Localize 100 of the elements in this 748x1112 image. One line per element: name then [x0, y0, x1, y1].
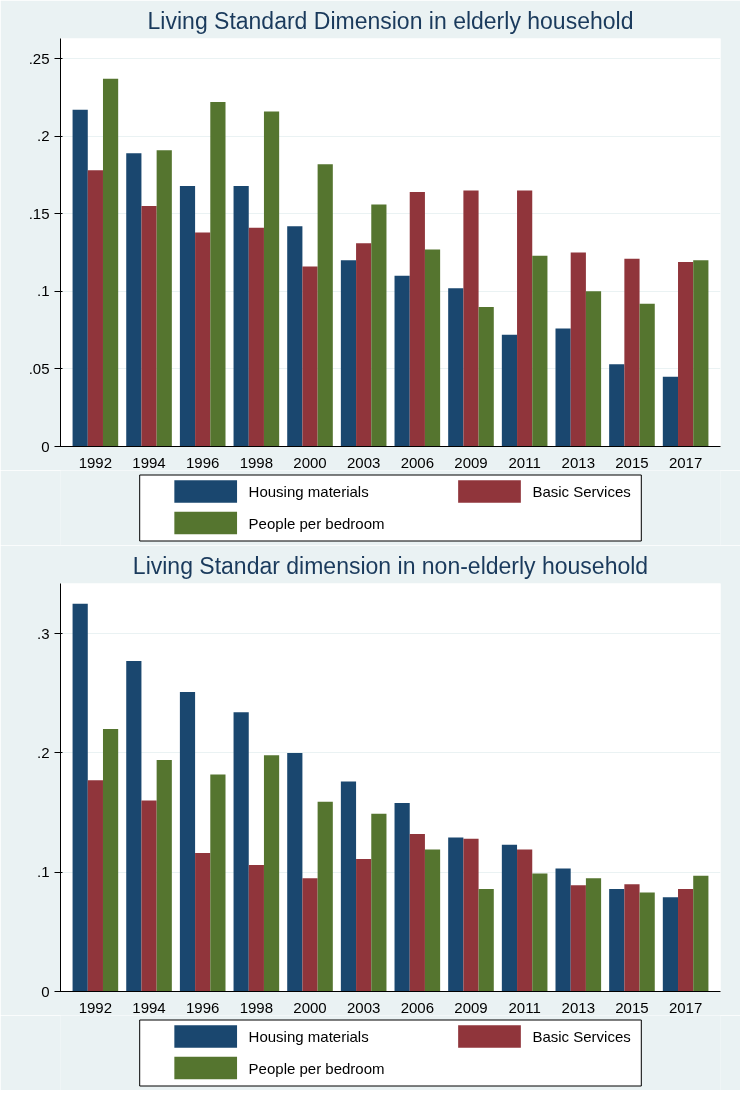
bar [639, 303, 655, 447]
bar [678, 261, 694, 447]
bar [570, 252, 586, 447]
bar [639, 892, 655, 992]
y-tick-label: 0 [41, 982, 50, 1000]
bar [156, 150, 172, 447]
bar [233, 185, 249, 447]
chart-title: Living Standar dimension in non-elderly household [132, 552, 649, 579]
bar [195, 232, 211, 447]
bar [585, 878, 602, 992]
x-tick-label: 2006 [400, 453, 435, 471]
bar [501, 334, 518, 447]
bar [179, 185, 196, 447]
bar [555, 328, 571, 447]
bar [570, 885, 586, 992]
x-tick-label: 2013 [561, 453, 595, 471]
x-tick-label: 2015 [615, 998, 649, 1016]
x-tick-label: 2000 [293, 453, 327, 471]
y-tick-label: .1 [36, 282, 50, 300]
bar [478, 888, 494, 992]
bar [248, 227, 264, 447]
bar [141, 800, 157, 992]
x-tick-label: 2003 [346, 998, 381, 1016]
y-tick-label: 0 [41, 437, 50, 455]
bar [517, 849, 533, 992]
x-tick-label: 2000 [293, 998, 327, 1016]
legend-label: People per bedroom [248, 514, 385, 532]
x-tick-label: 1996 [186, 998, 220, 1016]
x-tick-label: 1992 [78, 998, 113, 1016]
bar [302, 878, 318, 992]
bar [609, 364, 625, 447]
bar [356, 859, 372, 992]
bar [585, 291, 602, 447]
y-tick-label: .3 [36, 624, 50, 642]
bar [340, 260, 357, 447]
bar [87, 170, 103, 447]
x-tick-label: 2009 [454, 998, 488, 1016]
bar [555, 868, 571, 992]
bar [195, 853, 211, 992]
x-tick-label: 2017 [668, 998, 703, 1016]
bar [424, 249, 441, 447]
bar [126, 661, 142, 992]
bar [179, 692, 196, 992]
legend-label: Housing materials [248, 483, 369, 500]
y-tick-label: .05 [28, 359, 50, 377]
x-tick-label: 1998 [239, 998, 274, 1016]
bar [371, 204, 387, 447]
bar [678, 888, 694, 992]
bar [210, 774, 226, 992]
bar [248, 865, 264, 992]
bar [463, 190, 479, 447]
bar [409, 192, 425, 447]
bar [394, 275, 410, 447]
bar [609, 888, 625, 992]
bar [662, 376, 679, 447]
x-tick-label: 1992 [78, 453, 113, 471]
bar [87, 780, 103, 992]
bar [156, 760, 172, 992]
bar [424, 849, 441, 992]
bar [532, 873, 548, 992]
bar [302, 266, 318, 447]
x-tick-label: 1994 [132, 453, 166, 471]
legend-label: Basic Services [532, 483, 631, 500]
bar [210, 102, 226, 447]
x-tick-label: 2003 [346, 453, 381, 471]
x-tick-label: 2017 [668, 453, 703, 471]
y-tick-label: .2 [36, 127, 50, 145]
bar [624, 884, 640, 992]
bar [662, 897, 679, 992]
bar [394, 803, 410, 992]
bar [693, 260, 709, 447]
x-tick-label: 2009 [454, 453, 488, 471]
y-tick-label: .2 [36, 743, 50, 761]
x-tick-label: 1998 [239, 453, 274, 471]
bar [409, 834, 425, 992]
x-tick-label: 1996 [186, 453, 220, 471]
bar [287, 226, 303, 447]
bar [448, 837, 464, 992]
bar [287, 752, 303, 992]
y-tick-label: .25 [28, 49, 50, 67]
x-tick-label: 1994 [132, 998, 166, 1016]
x-tick-label: 2013 [561, 998, 595, 1016]
legend-label: Basic Services [532, 1028, 631, 1045]
legend-label: Housing materials [248, 1028, 369, 1045]
y-tick-label: .15 [28, 204, 50, 222]
bar [501, 844, 518, 992]
bar [356, 243, 372, 447]
legend-label: People per bedroom [248, 1059, 385, 1077]
bar [126, 153, 142, 447]
bar [371, 813, 387, 992]
x-tick-label: 2006 [400, 998, 435, 1016]
x-tick-label: 2015 [615, 453, 649, 471]
bar [693, 875, 709, 992]
bar [532, 255, 548, 447]
bar [233, 712, 249, 992]
y-tick-label: .1 [36, 863, 50, 881]
bar [317, 801, 333, 992]
x-tick-label: 2011 [508, 998, 541, 1016]
bar [72, 109, 88, 447]
bar [317, 164, 333, 447]
